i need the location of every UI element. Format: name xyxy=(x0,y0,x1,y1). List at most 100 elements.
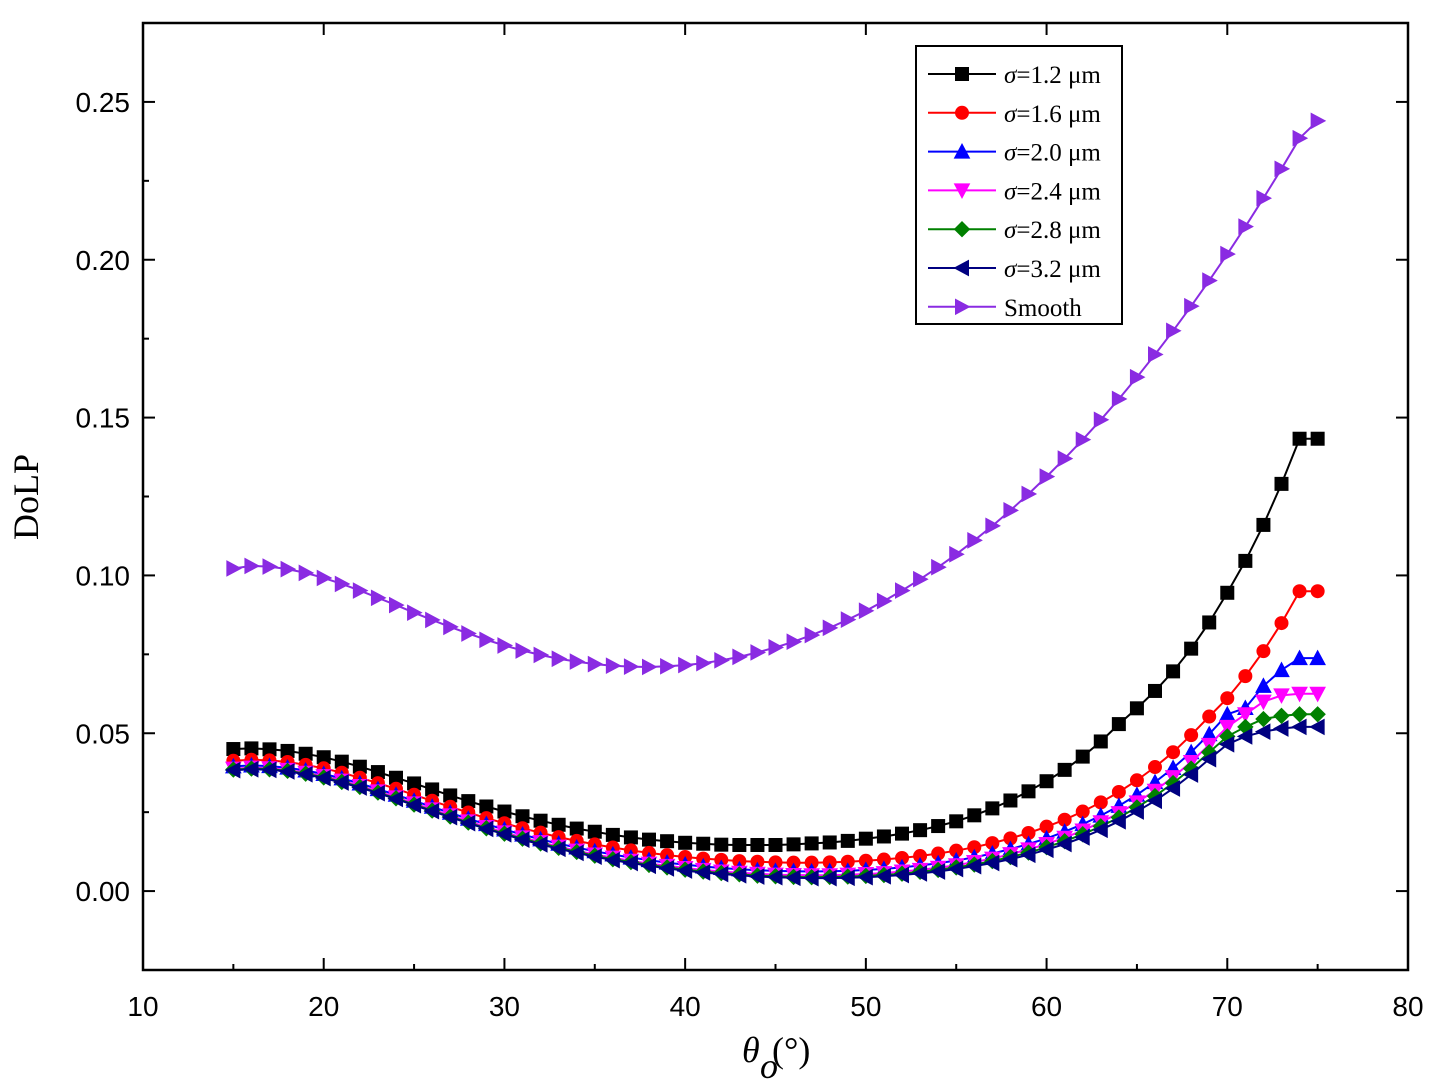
data-point xyxy=(407,604,423,622)
data-point xyxy=(497,637,513,654)
y-tick-label: 0.10 xyxy=(76,560,131,591)
data-point xyxy=(678,656,694,674)
y-axis: 0.00 0.05 0.10 0.15 0.20 0.25 xyxy=(76,22,1408,971)
data-point xyxy=(768,639,785,656)
data-point xyxy=(1274,160,1291,178)
data-point xyxy=(244,557,260,575)
data-point xyxy=(369,784,385,802)
data-point xyxy=(1129,773,1144,788)
data-point xyxy=(640,857,656,875)
data-point xyxy=(911,865,928,882)
data-point xyxy=(1255,677,1272,693)
data-point xyxy=(803,869,819,887)
data-point xyxy=(370,589,387,607)
series-7 xyxy=(226,112,1327,676)
data-point xyxy=(895,582,911,599)
data-point xyxy=(822,835,837,850)
legend-label: σ=1.6 μm xyxy=(1004,101,1101,128)
data-point xyxy=(226,742,241,757)
data-point xyxy=(1273,707,1290,725)
x-tick-label: 80 xyxy=(1392,991,1423,1022)
data-point xyxy=(298,564,315,582)
data-point xyxy=(605,657,622,675)
x-axis-title-symbol: θ xyxy=(742,1030,760,1070)
data-point xyxy=(750,837,765,852)
data-point xyxy=(224,761,241,779)
data-point xyxy=(1292,431,1307,446)
data-point xyxy=(1202,709,1217,724)
x-tick-label: 40 xyxy=(670,991,701,1022)
data-point xyxy=(495,825,512,843)
series-line xyxy=(233,590,1318,864)
data-point xyxy=(551,817,566,832)
data-point xyxy=(694,864,711,881)
data-point xyxy=(1238,218,1254,235)
data-point xyxy=(840,833,855,848)
data-point xyxy=(1075,431,1092,449)
legend-item: σ=2.8 μm xyxy=(928,217,1101,244)
data-point xyxy=(622,854,638,872)
data-point xyxy=(389,596,405,614)
data-point xyxy=(1218,735,1235,753)
data-point xyxy=(1111,717,1126,732)
data-point xyxy=(1272,720,1289,737)
data-point xyxy=(1309,649,1326,666)
data-point xyxy=(985,801,1000,816)
data-point xyxy=(839,869,855,887)
legend-label: Smooth xyxy=(1004,295,1082,322)
data-point xyxy=(423,802,440,820)
data-point xyxy=(1218,705,1236,722)
plot-frame xyxy=(141,21,1410,972)
y-tick-label: 0.15 xyxy=(76,403,131,434)
data-point xyxy=(714,837,729,852)
data-point xyxy=(1021,784,1036,799)
data-point xyxy=(533,646,550,664)
legend-marker xyxy=(955,298,971,316)
data-point xyxy=(1166,664,1181,679)
x-tick-label: 30 xyxy=(489,991,520,1022)
data-point xyxy=(550,840,566,858)
data-point xyxy=(1256,517,1271,532)
y-tick-label: 0.05 xyxy=(76,718,131,749)
data-point xyxy=(1184,297,1200,315)
data-point xyxy=(876,829,891,844)
data-point xyxy=(1256,189,1272,207)
data-point xyxy=(260,761,277,779)
data-point xyxy=(1093,734,1108,749)
data-point xyxy=(1001,850,1018,868)
data-point xyxy=(1093,411,1110,429)
data-point xyxy=(642,658,658,676)
data-point xyxy=(1292,129,1309,147)
data-point xyxy=(732,837,747,852)
data-point xyxy=(280,560,297,578)
data-point xyxy=(893,866,909,884)
data-point xyxy=(876,592,893,610)
data-point xyxy=(425,611,441,629)
data-point xyxy=(1256,644,1271,659)
data-point xyxy=(569,821,584,836)
data-point xyxy=(513,831,530,848)
data-point xyxy=(931,819,946,834)
data-point xyxy=(858,602,875,620)
data-point xyxy=(676,862,693,879)
data-point xyxy=(568,844,584,862)
data-point xyxy=(1146,792,1162,810)
data-point xyxy=(967,532,983,549)
data-point xyxy=(1238,553,1253,568)
data-point xyxy=(821,869,837,887)
legend-label: σ=2.4 μm xyxy=(1004,178,1101,205)
data-point xyxy=(1220,245,1236,263)
legend-marker xyxy=(953,220,971,238)
data-point xyxy=(1128,803,1144,820)
data-point xyxy=(605,827,620,842)
data-point xyxy=(804,836,819,851)
data-point xyxy=(732,648,748,666)
data-point xyxy=(1292,584,1307,599)
data-point xyxy=(1220,691,1235,706)
data-point xyxy=(985,517,1001,535)
data-point xyxy=(1273,688,1290,704)
data-point xyxy=(947,860,964,878)
data-point xyxy=(660,657,676,675)
